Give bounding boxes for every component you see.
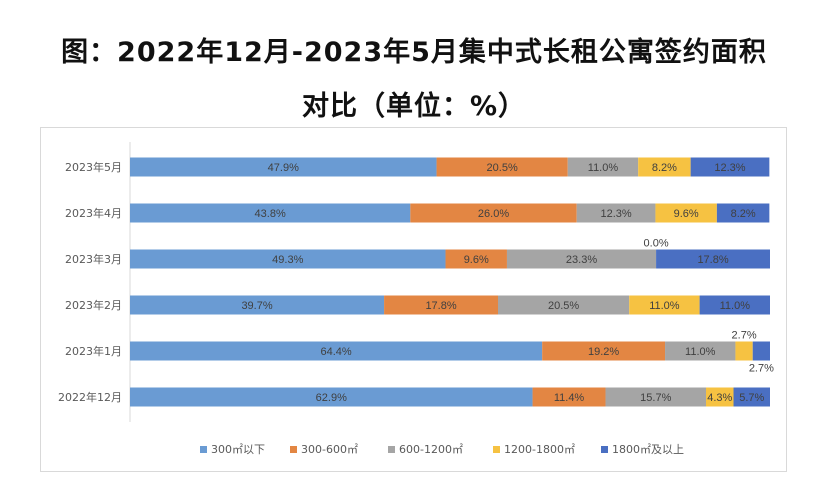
data-label: 20.5%: [487, 162, 518, 174]
data-label: 17.8%: [697, 254, 728, 266]
category-label: 2023年2月: [65, 298, 122, 312]
chart-title-line1: 图：2022年12月-2023年5月集中式长租公寓签约面积: [61, 37, 767, 68]
data-label: 4.3%: [707, 392, 732, 404]
category-label: 2023年5月: [65, 160, 122, 174]
legend-label: 300㎡以下: [211, 443, 265, 456]
data-label: 12.3%: [600, 208, 631, 220]
bar-segment: [690, 157, 770, 177]
data-label: 2.7%: [732, 330, 757, 342]
data-label: 20.5%: [548, 300, 579, 312]
bar-segment: [629, 295, 700, 315]
data-label: 2.7%: [749, 363, 774, 375]
bar-segment: [716, 203, 770, 223]
data-label: 19.2%: [588, 346, 619, 358]
legend-label: 300-600㎡: [301, 443, 358, 456]
legend-swatch: [388, 446, 395, 453]
data-label: 62.9%: [316, 392, 347, 404]
data-label: 8.2%: [652, 162, 677, 174]
bar-segment: [576, 203, 656, 223]
data-label: 23.3%: [566, 254, 597, 266]
category-label: 2023年1月: [65, 344, 122, 358]
data-label: 11.0%: [649, 300, 680, 312]
bar-segment: [436, 157, 568, 177]
category-label: 2022年12月: [58, 390, 122, 404]
bar-segment: [532, 387, 606, 407]
data-label: 11.0%: [685, 346, 716, 358]
category-label: 2023年3月: [65, 252, 122, 266]
bar-segment: [656, 249, 770, 269]
data-label: 9.6%: [674, 208, 699, 220]
data-label: 64.4%: [320, 346, 351, 358]
bar-segment: [638, 157, 691, 177]
data-label: 47.9%: [268, 162, 299, 174]
data-label: 0.0%: [644, 238, 669, 250]
data-label: 17.8%: [425, 300, 456, 312]
legend-label: 1200-1800㎡: [504, 443, 575, 456]
data-label: 12.3%: [714, 162, 745, 174]
bar-segment: [733, 387, 770, 407]
bar-segment: [735, 341, 753, 361]
legend-swatch: [493, 446, 500, 453]
bar-segment: [130, 249, 446, 269]
data-label: 49.3%: [272, 254, 303, 266]
bar-segment: [130, 157, 437, 177]
legend-swatch: [200, 446, 207, 453]
bar-segment: [130, 295, 385, 315]
bar-segment: [605, 387, 706, 407]
bar-segment: [445, 249, 507, 269]
bar-segment: [655, 203, 717, 223]
legend-swatch: [601, 446, 608, 453]
chart-frame: [40, 127, 787, 472]
bar-segment: [498, 295, 630, 315]
data-label: 8.2%: [731, 208, 756, 220]
data-label: 9.6%: [464, 254, 489, 266]
bar-segment: [506, 249, 657, 269]
data-label: 5.7%: [739, 392, 764, 404]
data-label: 26.0%: [478, 208, 509, 220]
data-label: 11.0%: [720, 300, 751, 312]
bar-segment: [130, 387, 533, 407]
bar-segment: [542, 341, 666, 361]
data-label: 39.7%: [241, 300, 272, 312]
bar-segment: [130, 203, 411, 223]
bar-segment: [410, 203, 577, 223]
data-label: 11.4%: [554, 392, 585, 404]
bar-segment: [567, 157, 639, 177]
bar-segment: [384, 295, 498, 315]
data-label: 43.8%: [255, 208, 286, 220]
legend-label: 600-1200㎡: [399, 443, 463, 456]
legend-swatch: [290, 446, 297, 453]
bar-segment: [752, 341, 770, 361]
bar-segment: [699, 295, 770, 315]
bar-segment: [130, 341, 543, 361]
bar-segment: [665, 341, 736, 361]
legend-label: 1800㎡及以上: [612, 443, 684, 456]
chart-title-line2: 对比（单位：%）: [301, 91, 527, 122]
data-label: 11.0%: [588, 162, 619, 174]
bar-segment: [706, 387, 734, 407]
category-label: 2023年4月: [65, 206, 122, 220]
data-label: 15.7%: [640, 392, 671, 404]
